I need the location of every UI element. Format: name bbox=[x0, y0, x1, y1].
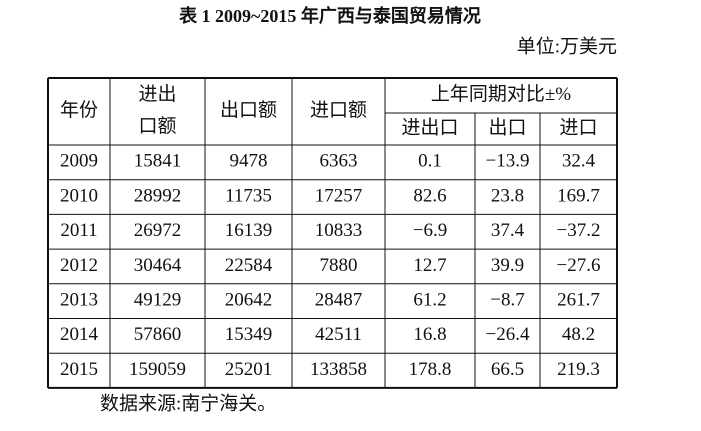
table-cell: 11735 bbox=[225, 185, 272, 206]
table-cell: 10833 bbox=[315, 220, 363, 241]
table-cell: −37.2 bbox=[557, 220, 601, 241]
table-cell: 49129 bbox=[134, 290, 182, 311]
table-cell: 2015 bbox=[60, 359, 98, 380]
table-title: 表 1 2009~2015 年广西与泰国贸易情况 bbox=[179, 5, 481, 26]
table-cell: 2010 bbox=[60, 185, 98, 206]
table-cell: 48.2 bbox=[562, 324, 595, 345]
table-cell: 16.8 bbox=[413, 324, 446, 345]
table-cell: −8.7 bbox=[490, 290, 524, 311]
table-cell: 25201 bbox=[225, 359, 273, 380]
table-cell: 32.4 bbox=[562, 151, 596, 172]
table-cell: 2012 bbox=[60, 255, 98, 276]
table-cell: 7880 bbox=[320, 255, 358, 276]
table-cell: 9478 bbox=[230, 151, 268, 172]
header-cell: 进出 bbox=[138, 83, 176, 105]
table-cell: 82.6 bbox=[413, 185, 446, 206]
table-cell: −6.9 bbox=[413, 220, 447, 241]
table-cell: 2011 bbox=[60, 220, 97, 241]
table-cell: 37.4 bbox=[491, 220, 525, 241]
table-cell: 39.9 bbox=[491, 255, 524, 276]
header-cell: 出口额 bbox=[220, 99, 277, 121]
table-cell: 219.3 bbox=[557, 359, 600, 380]
header-cell: 进口额 bbox=[310, 99, 367, 121]
table-cell: −26.4 bbox=[486, 324, 530, 345]
table-cell: 28487 bbox=[315, 290, 363, 311]
table-cell: 12.7 bbox=[413, 255, 446, 276]
table-cell: 42511 bbox=[315, 324, 362, 345]
table-cell: 17257 bbox=[315, 185, 363, 206]
table-cell: 16139 bbox=[225, 220, 273, 241]
header-cell: 年份 bbox=[60, 99, 98, 121]
table-cell: 0.1 bbox=[418, 151, 442, 172]
table-cell: 26972 bbox=[134, 220, 182, 241]
table-cell: 2009 bbox=[60, 151, 98, 172]
table-cell: 169.7 bbox=[557, 185, 600, 206]
header-cell: 进口 bbox=[559, 116, 597, 138]
source-note: 数据来源:南宁海关。 bbox=[100, 392, 276, 414]
table-cell: 159059 bbox=[129, 359, 186, 380]
table-cell: 28992 bbox=[134, 185, 182, 206]
table-cell: 30464 bbox=[134, 255, 182, 276]
table-cell: 66.5 bbox=[491, 359, 524, 380]
table-cell: −13.9 bbox=[486, 151, 530, 172]
table-cell: 261.7 bbox=[557, 290, 600, 311]
table-cell: 15349 bbox=[225, 324, 273, 345]
table-cell: 178.8 bbox=[409, 359, 452, 380]
header-cell: 口额 bbox=[138, 115, 176, 137]
header-cell: 出口 bbox=[488, 116, 526, 138]
header-cell: 上年同期对比±% bbox=[431, 83, 571, 105]
table-cell: 61.2 bbox=[413, 290, 446, 311]
table-cell: 15841 bbox=[134, 151, 182, 172]
header-cell: 进出口 bbox=[401, 116, 458, 138]
table-cell: 22584 bbox=[225, 255, 273, 276]
table-cell: 57860 bbox=[134, 324, 182, 345]
table-cell: 6363 bbox=[320, 151, 358, 172]
table-cell: 2014 bbox=[60, 324, 99, 345]
table-cell: 2013 bbox=[60, 290, 98, 311]
table-cell: −27.6 bbox=[557, 255, 601, 276]
table-cell: 20642 bbox=[225, 290, 273, 311]
table-cell: 23.8 bbox=[491, 185, 524, 206]
unit-label: 单位:万美元 bbox=[517, 35, 617, 57]
table-cell: 133858 bbox=[310, 359, 367, 380]
